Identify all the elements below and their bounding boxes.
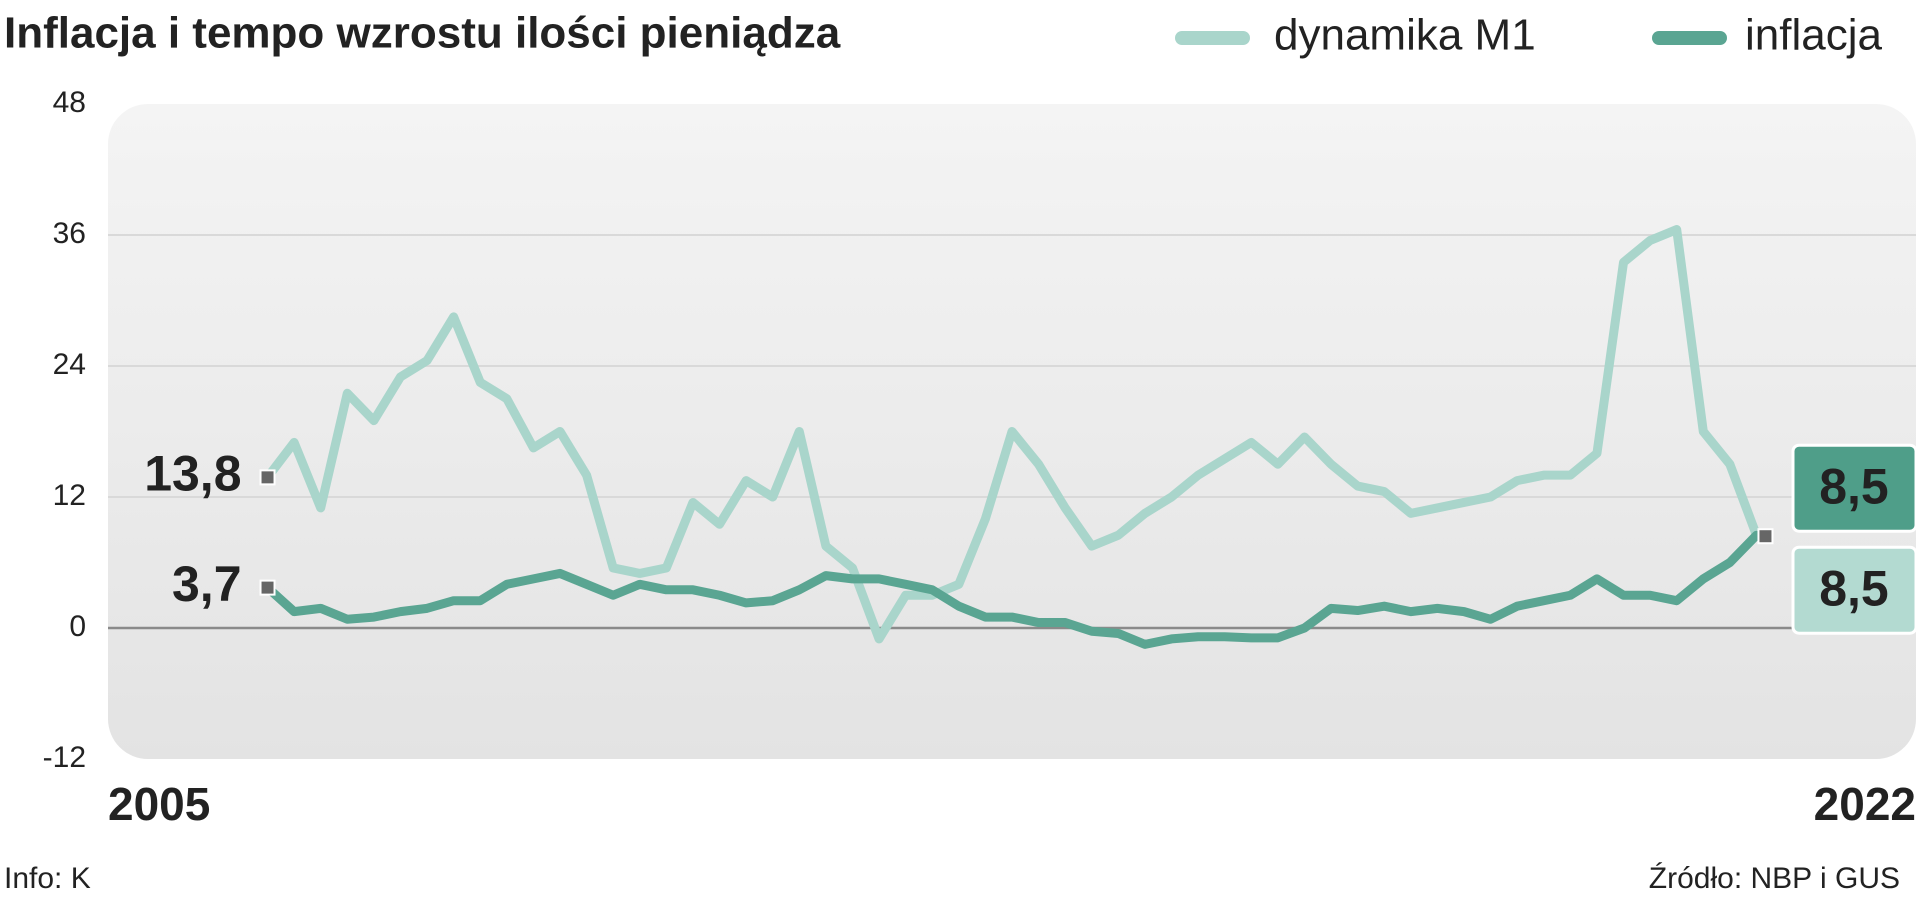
x-tick-label: 2022 (1814, 778, 1916, 830)
y-tick-label: 48 (53, 86, 86, 119)
value-label: 8,5 (1819, 560, 1889, 616)
point-marker (259, 579, 276, 596)
value-label: 3,7 (172, 556, 242, 612)
y-tick-label: 0 (69, 610, 86, 643)
y-tick-label: 24 (53, 348, 86, 381)
x-tick-label: 2005 (108, 778, 210, 830)
legend-label: dynamika M1 (1274, 11, 1536, 60)
point-marker (259, 469, 276, 486)
y-tick-label: 12 (53, 479, 86, 512)
point-marker (1757, 528, 1774, 545)
value-label: 8,5 (1819, 458, 1889, 514)
legend-label: inflacja (1745, 11, 1882, 60)
y-tick-label: 36 (53, 217, 86, 250)
source: Źródło: NBP i GUS (1649, 862, 1900, 895)
value-box (1791, 443, 1918, 533)
series-line (263, 225, 1761, 644)
credit: Info: K (4, 862, 91, 895)
y-tick-label: -12 (43, 741, 86, 774)
series-line (263, 530, 1761, 649)
value-label: 13,8 (144, 446, 241, 502)
chart-title: Inflacja i tempo wzrostu ilości pieniądz… (4, 9, 841, 58)
value-box (1791, 545, 1918, 635)
